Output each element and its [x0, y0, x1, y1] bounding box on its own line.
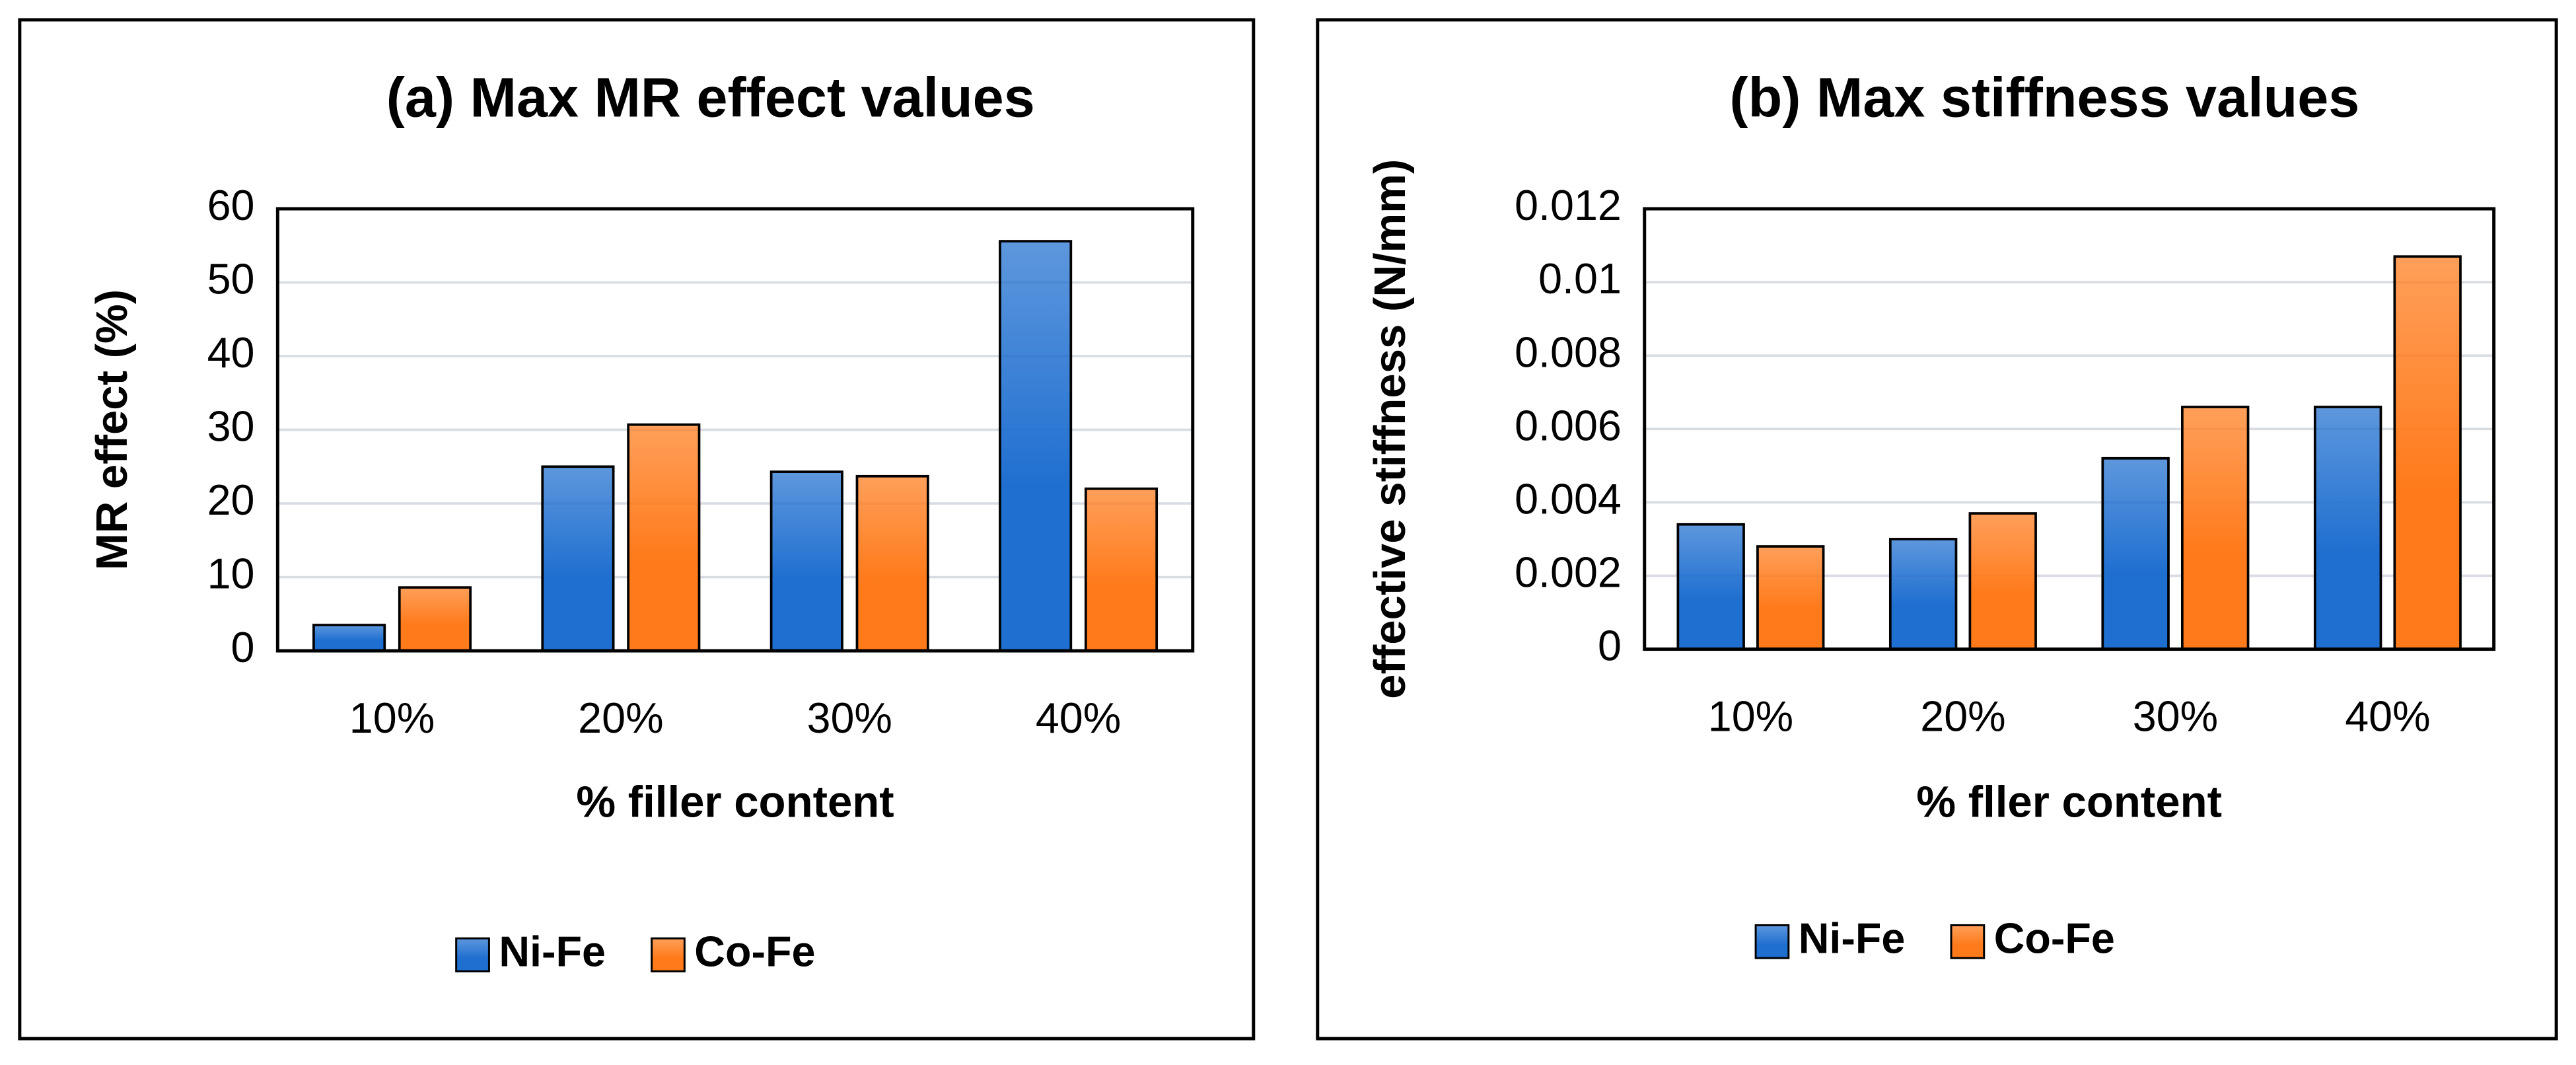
bar: [1084, 487, 1159, 652]
y-axis-title: MR effect (%): [87, 289, 137, 570]
legend: Ni-Fe Co-Fe: [1754, 914, 2115, 962]
bar: [1968, 512, 2037, 651]
legend-label: Ni-Fe: [1799, 914, 1906, 962]
y-tick-label: 20: [207, 476, 255, 524]
y-tick-label: 0: [231, 623, 255, 671]
x-axis-title: % filler content: [576, 778, 894, 827]
y-tick-label: 0.004: [1515, 474, 1622, 523]
bar: [999, 240, 1073, 652]
bar: [541, 465, 615, 652]
bar: [855, 474, 929, 652]
bar: [398, 586, 472, 652]
y-tick-label: 0.012: [1515, 181, 1622, 229]
legend: Ni-Fe Co-Fe: [455, 927, 815, 975]
panel-frame: [18, 18, 1256, 1041]
legend-label: Co-Fe: [1994, 914, 2115, 962]
y-tick-label: 10: [207, 550, 255, 598]
bar: [312, 624, 386, 652]
y-tick-label: 30: [207, 402, 255, 451]
y-tick-label: 40: [207, 328, 255, 377]
y-tick-label: 0.006: [1515, 401, 1622, 449]
x-tick-label: 10%: [1708, 692, 1793, 741]
y-tick-label: 60: [207, 181, 255, 229]
bar: [769, 470, 843, 652]
legend-swatch: [1950, 924, 1986, 959]
y-tick-label: 50: [207, 255, 255, 303]
bar: [1756, 545, 1825, 651]
x-tick-label: 10%: [349, 694, 435, 742]
legend-swatch: [651, 937, 686, 973]
panel-frame: [1316, 18, 2558, 1041]
bar: [2181, 406, 2250, 651]
x-tick-label: 20%: [578, 694, 663, 742]
bar: [1676, 523, 1745, 651]
x-axis-title: % fller content: [1916, 778, 2222, 827]
bar: [2313, 406, 2382, 651]
plot-frame: [1643, 207, 2496, 651]
y-tick-label: 0.01: [1538, 254, 1622, 303]
y-tick-label: 0.008: [1515, 328, 1622, 376]
chart-title: (b) Max stiffness values: [1729, 66, 2359, 129]
y-tick-label: 0: [1598, 622, 1622, 670]
legend-swatch: [1754, 924, 1790, 959]
x-tick-label: 40%: [2345, 692, 2430, 741]
legend-label: Ni-Fe: [499, 927, 606, 975]
y-axis-title: effective stiffness (N/mm): [1365, 159, 1415, 699]
x-tick-label: 20%: [1920, 692, 2005, 741]
legend-swatch: [455, 937, 490, 973]
bar: [2101, 457, 2170, 651]
plot-frame: [275, 207, 1195, 653]
bar: [2393, 255, 2462, 651]
bar: [1888, 538, 1958, 651]
x-tick-label: 30%: [2133, 692, 2218, 741]
legend-label: Co-Fe: [694, 927, 815, 975]
bar: [627, 423, 701, 652]
x-tick-label: 40%: [1036, 694, 1121, 742]
chart-title: (a) Max MR effect values: [386, 66, 1035, 129]
y-tick-label: 0.002: [1515, 548, 1622, 597]
x-tick-label: 30%: [807, 694, 892, 742]
